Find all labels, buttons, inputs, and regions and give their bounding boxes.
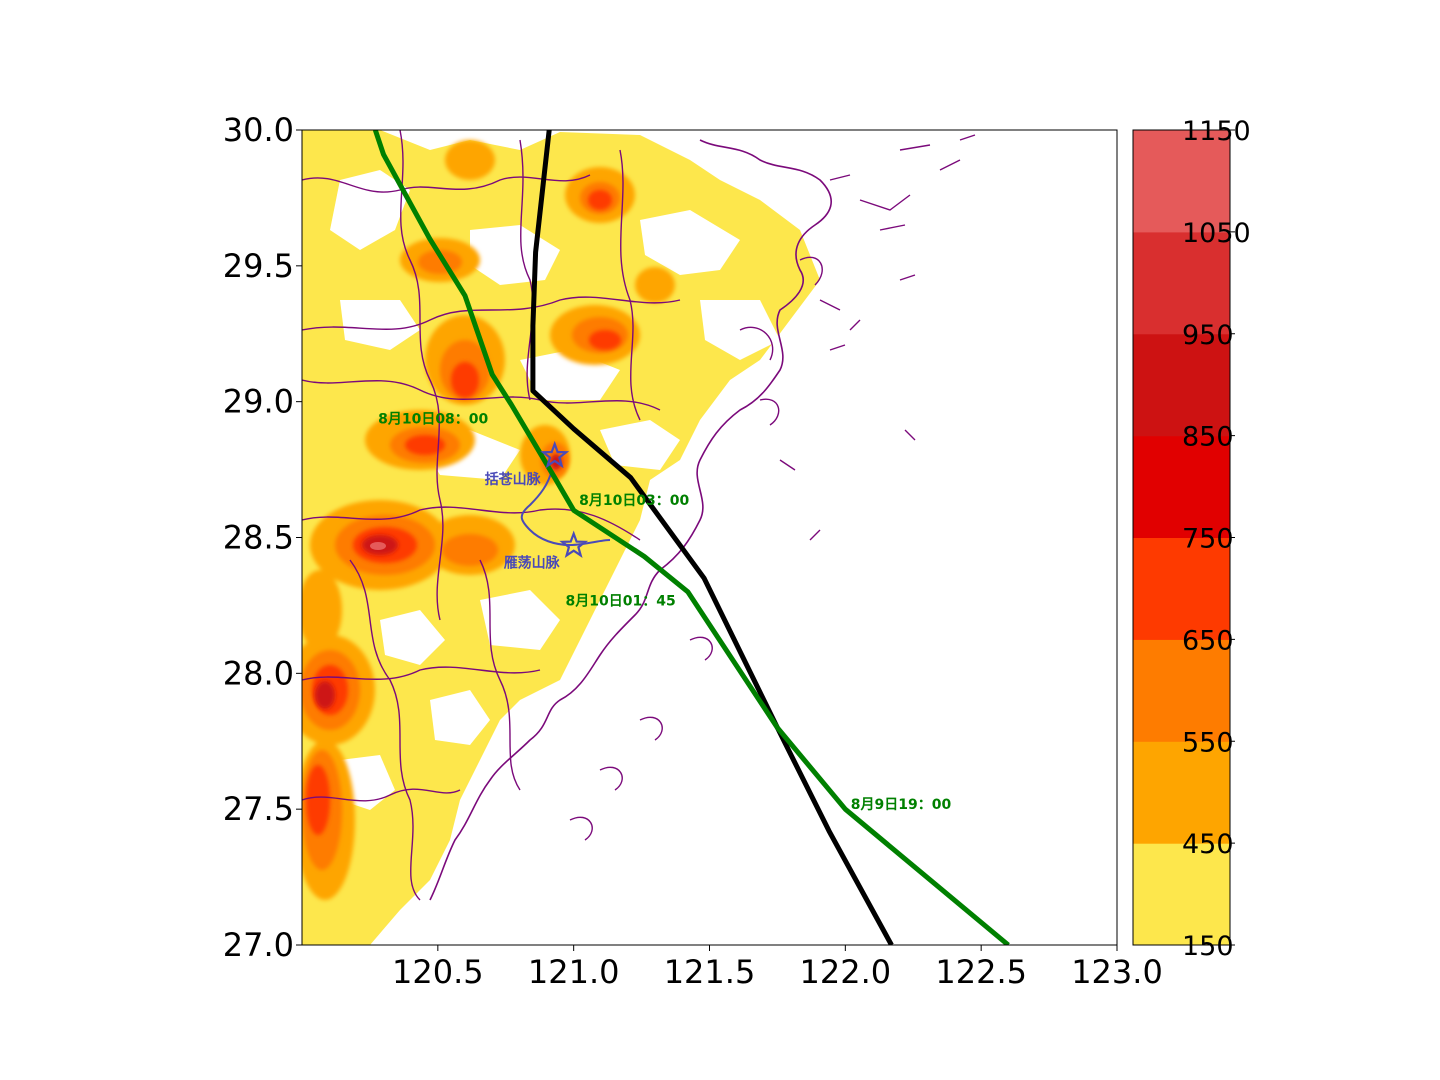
x-tick-label: 123.0 <box>1071 953 1163 991</box>
y-tick-label: 27.0 <box>223 926 294 964</box>
colorbar-swatch <box>1133 231 1230 335</box>
x-tick-label: 120.5 <box>392 953 484 991</box>
black-track <box>530 130 894 945</box>
colorbar-swatch <box>1133 843 1230 946</box>
mountain-star-icon <box>540 440 570 469</box>
colorbar-swatch <box>1133 333 1230 437</box>
track-time-label: 8月10日03：00 <box>579 493 689 509</box>
colorbar-tick-label: 1050 <box>1182 218 1251 249</box>
colorbar-tick-label: 150 <box>1182 931 1234 962</box>
colorbar-tick-label: 450 <box>1182 829 1234 860</box>
y-tick-label: 29.0 <box>223 383 294 421</box>
colorbar-tick-label: 850 <box>1182 422 1234 453</box>
x-tick-label: 122.5 <box>935 953 1027 991</box>
mountain-label: 括苍山脉 <box>485 471 542 488</box>
track-time-label: 8月9日19：00 <box>851 797 952 813</box>
boundary-lines <box>302 130 976 901</box>
colorbar-swatch <box>1133 741 1230 844</box>
colorbar-tick-label: 550 <box>1182 727 1234 758</box>
x-tick-label: 121.5 <box>664 953 756 991</box>
x-tick-label: 122.0 <box>800 953 892 991</box>
mountain-star-icon <box>559 530 589 558</box>
colorbar-tick-label: 950 <box>1182 320 1234 351</box>
y-axis: 27.0 27.5 28.0 28.5 29.0 29.5 30.0 <box>223 111 302 964</box>
x-tick-label: 121.0 <box>528 953 620 991</box>
colorbar-swatch <box>1133 639 1230 742</box>
track-time-label: 8月10日01：45 <box>566 593 676 609</box>
y-tick-label: 29.5 <box>223 247 294 285</box>
colorbar-tick-label: 650 <box>1182 625 1234 656</box>
green-track <box>372 130 1010 945</box>
y-tick-label: 30.0 <box>223 111 294 149</box>
colorbar-swatch <box>1133 435 1230 538</box>
x-axis: 120.5 121.0 121.5 122.0 122.5 123.0 <box>392 945 1163 991</box>
colorbar-tick-label: 750 <box>1182 524 1234 555</box>
colorbar-swatch <box>1133 537 1230 640</box>
y-tick-label: 28.5 <box>223 519 294 557</box>
colorbar-tick-label: 1150 <box>1182 116 1251 147</box>
y-tick-label: 28.0 <box>223 654 294 692</box>
y-tick-label: 27.5 <box>223 790 294 828</box>
track-time-label: 8月10日08：00 <box>378 411 488 427</box>
colorbar: 150 450 550 650 750 850 950 1050 1150 <box>1132 116 1251 962</box>
colorbar-swatch <box>1133 130 1230 233</box>
mountain-label: 雁荡山脉 <box>504 555 561 572</box>
